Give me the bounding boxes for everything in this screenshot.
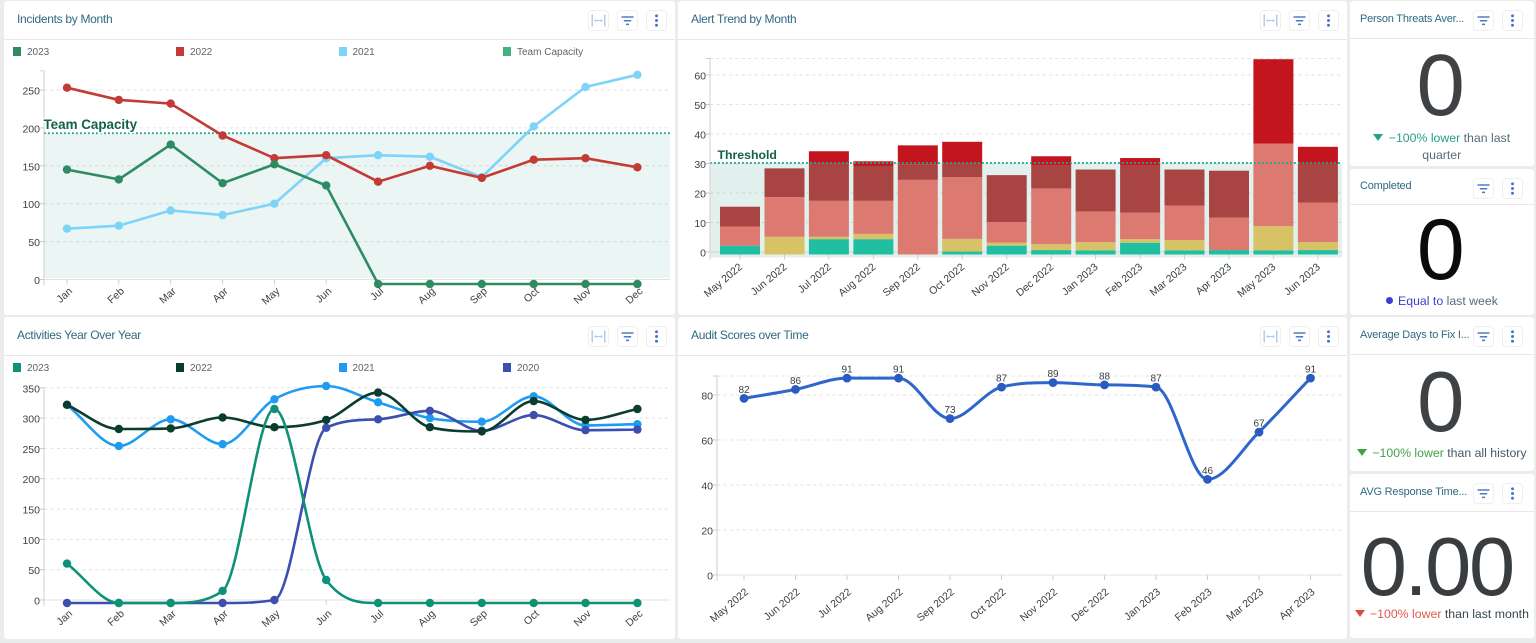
svg-text:Aug: Aug — [416, 285, 438, 307]
svg-text:Dec: Dec — [623, 608, 645, 629]
svg-text:60: 60 — [694, 71, 706, 83]
svg-text:Nov 2022: Nov 2022 — [969, 261, 1011, 299]
svg-text:250: 250 — [22, 86, 40, 98]
svg-text:Jun: Jun — [314, 285, 335, 305]
svg-text:Sep: Sep — [468, 608, 490, 630]
svg-text:Jan: Jan — [54, 285, 75, 305]
svg-text:Sep: Sep — [468, 285, 490, 307]
svg-text:Jan: Jan — [54, 608, 75, 628]
svg-text:50: 50 — [28, 237, 40, 249]
svg-text:Threshold: Threshold — [718, 148, 777, 162]
svg-text:Oct 2022: Oct 2022 — [968, 586, 1008, 623]
svg-text:Oct: Oct — [522, 285, 542, 305]
svg-text:30: 30 — [694, 159, 706, 171]
svg-text:Apr 2023: Apr 2023 — [1194, 261, 1234, 298]
svg-text:50: 50 — [694, 100, 706, 112]
svg-text:Apr: Apr — [210, 285, 231, 305]
svg-text:Feb 2023: Feb 2023 — [1173, 586, 1215, 624]
svg-text:82: 82 — [738, 385, 750, 396]
svg-text:0: 0 — [34, 275, 40, 287]
svg-text:Dec: Dec — [623, 285, 645, 306]
svg-text:87: 87 — [996, 374, 1008, 385]
svg-text:250: 250 — [22, 444, 40, 456]
svg-text:150: 150 — [22, 505, 40, 517]
svg-text:88: 88 — [1099, 371, 1111, 382]
svg-text:Nov: Nov — [572, 285, 594, 307]
svg-text:50: 50 — [28, 565, 40, 577]
svg-text:20: 20 — [694, 189, 706, 201]
svg-text:40: 40 — [701, 481, 713, 493]
svg-text:200: 200 — [22, 474, 40, 486]
svg-text:Team Capacity: Team Capacity — [44, 117, 138, 132]
svg-text:89: 89 — [1047, 369, 1059, 380]
svg-text:40: 40 — [694, 130, 706, 142]
svg-text:91: 91 — [1305, 365, 1317, 376]
svg-text:May: May — [260, 607, 283, 630]
svg-text:Apr 2023: Apr 2023 — [1277, 586, 1317, 623]
svg-text:100: 100 — [22, 199, 40, 211]
svg-text:Jul: Jul — [368, 285, 386, 303]
svg-text:Oct: Oct — [522, 608, 542, 628]
svg-text:Dec 2022: Dec 2022 — [1069, 586, 1111, 624]
svg-text:Feb: Feb — [105, 285, 127, 306]
svg-text:0: 0 — [700, 248, 706, 260]
svg-text:Mar 2023: Mar 2023 — [1224, 586, 1266, 624]
svg-text:350: 350 — [22, 383, 40, 395]
svg-text:73: 73 — [944, 405, 956, 416]
svg-text:May 2022: May 2022 — [708, 586, 751, 625]
svg-text:46: 46 — [1202, 466, 1214, 477]
svg-text:150: 150 — [22, 161, 40, 173]
svg-text:Sep 2022: Sep 2022 — [881, 261, 923, 299]
svg-text:May 2022: May 2022 — [702, 261, 745, 300]
svg-text:Aug 2022: Aug 2022 — [836, 261, 878, 299]
svg-text:0: 0 — [707, 571, 713, 583]
svg-text:60: 60 — [701, 436, 713, 448]
svg-text:Jan 2023: Jan 2023 — [1060, 261, 1101, 298]
svg-text:Mar 2023: Mar 2023 — [1148, 261, 1190, 299]
svg-text:Jul 2022: Jul 2022 — [816, 586, 854, 621]
svg-text:67: 67 — [1253, 419, 1265, 430]
svg-text:Nov 2022: Nov 2022 — [1018, 586, 1060, 624]
svg-text:Oct 2022: Oct 2022 — [927, 261, 967, 298]
svg-text:87: 87 — [1150, 374, 1162, 385]
svg-text:200: 200 — [22, 123, 40, 135]
svg-text:Nov: Nov — [572, 607, 594, 629]
svg-text:Feb: Feb — [105, 608, 127, 629]
svg-text:0: 0 — [34, 596, 40, 608]
svg-text:May 2023: May 2023 — [1235, 261, 1278, 300]
svg-text:91: 91 — [893, 365, 905, 376]
svg-text:Aug: Aug — [416, 608, 438, 630]
svg-text:Jul 2022: Jul 2022 — [796, 261, 834, 296]
svg-text:Jul: Jul — [368, 608, 386, 626]
svg-text:Apr: Apr — [210, 607, 231, 627]
svg-text:20: 20 — [701, 526, 713, 538]
svg-text:Sep 2022: Sep 2022 — [915, 586, 957, 624]
svg-text:100: 100 — [22, 535, 40, 547]
svg-text:Mar: Mar — [157, 607, 179, 628]
svg-text:Jun: Jun — [314, 608, 335, 628]
svg-text:Jun 2022: Jun 2022 — [762, 586, 803, 623]
svg-text:Mar: Mar — [157, 285, 179, 306]
svg-text:May: May — [260, 285, 283, 308]
svg-text:91: 91 — [841, 365, 853, 376]
svg-text:86: 86 — [790, 376, 802, 387]
svg-text:Aug 2022: Aug 2022 — [863, 586, 905, 624]
svg-text:Jun 2022: Jun 2022 — [749, 261, 790, 298]
svg-text:Jan 2023: Jan 2023 — [1122, 586, 1163, 623]
svg-text:Jun 2023: Jun 2023 — [1282, 261, 1323, 298]
svg-text:300: 300 — [22, 414, 40, 426]
svg-text:80: 80 — [701, 391, 713, 403]
svg-text:10: 10 — [694, 218, 706, 230]
svg-text:Feb 2023: Feb 2023 — [1103, 261, 1145, 299]
svg-text:Dec 2022: Dec 2022 — [1014, 261, 1056, 299]
